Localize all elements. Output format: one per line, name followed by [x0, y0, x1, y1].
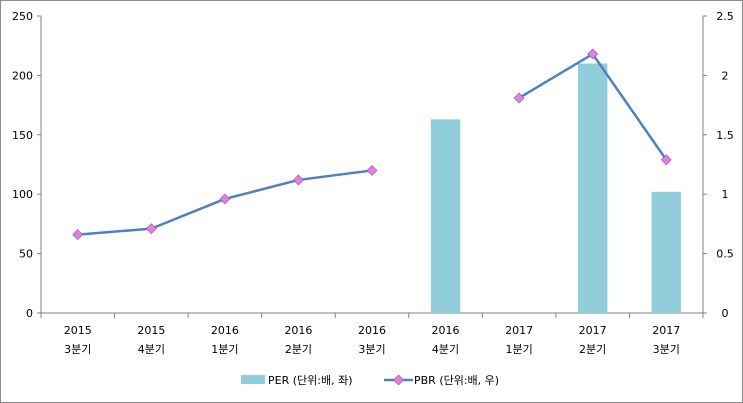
category-year-label: 2015: [137, 324, 165, 337]
left-tick-label: 250: [12, 10, 33, 23]
per-bar: [577, 63, 608, 313]
left-tick-label: 100: [12, 188, 33, 201]
per-bars: [430, 63, 681, 313]
legend-pbr-marker: [393, 374, 404, 386]
left-tick-label: 200: [12, 69, 33, 82]
category-quarter-label: 4분기: [432, 343, 459, 356]
legend: PER (단위:배, 좌) PBR (단위:배, 우): [241, 374, 499, 387]
right-axis-ticks: 0 0.5 1 1.5 2 2.5: [703, 10, 734, 320]
left-tick-label: 0: [26, 307, 33, 320]
pbr-point: [660, 154, 672, 166]
left-tick-label: 50: [19, 248, 33, 261]
category-quarter-label: 1분기: [505, 343, 532, 356]
legend-per-swatch: [241, 375, 265, 384]
left-axis-ticks: 0 50 100 150 200 250: [12, 10, 41, 320]
category-year-label: 2016: [211, 324, 239, 337]
pbr-point: [219, 193, 231, 205]
category-labels: 2015 3분기 2015 4분기 2016 1분기 2016 2분기 2016 3분기 2016 4…: [64, 324, 680, 356]
category-quarter-label: 3분기: [64, 343, 91, 356]
right-tick-label: 1: [722, 188, 729, 201]
pbr-point: [513, 92, 525, 104]
right-tick-label: 1.5: [716, 129, 734, 142]
pbr-point: [587, 48, 599, 60]
per-bar: [430, 119, 461, 313]
category-year-label: 2017: [652, 324, 680, 337]
per-bar: [651, 191, 681, 313]
category-year-label: 2016: [284, 324, 312, 337]
right-tick-label: 0.5: [716, 248, 734, 261]
legend-per-label: PER (단위:배, 좌): [268, 374, 353, 387]
pbr-point: [366, 165, 378, 176]
category-quarter-label: 2분기: [285, 343, 312, 356]
category-quarter-label: 3분기: [653, 343, 680, 356]
right-tick-label: 0: [722, 307, 729, 320]
category-quarter-label: 1분기: [211, 343, 238, 356]
category-year-label: 2017: [505, 324, 533, 337]
category-year-label: 2015: [64, 324, 92, 337]
legend-pbr-label: PBR (단위:배, 우): [414, 374, 499, 387]
left-tick-label: 150: [12, 129, 33, 142]
pbr-point: [72, 229, 84, 241]
right-tick-label: 2: [722, 69, 729, 82]
category-year-label: 2017: [579, 324, 607, 337]
category-quarter-label: 4분기: [138, 343, 165, 356]
category-quarter-label: 3분기: [358, 343, 385, 356]
right-tick-label: 2.5: [716, 10, 734, 23]
category-year-label: 2016: [432, 324, 460, 337]
pbr-point: [145, 223, 157, 235]
pbr-point: [293, 174, 304, 186]
category-quarter-label: 2분기: [579, 343, 606, 356]
category-year-label: 2016: [358, 324, 386, 337]
pbr-line: [72, 48, 672, 241]
